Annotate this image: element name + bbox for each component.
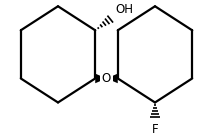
Text: OH: OH (115, 3, 133, 16)
Text: O: O (102, 72, 111, 85)
Polygon shape (95, 74, 106, 83)
Polygon shape (106, 74, 118, 83)
Text: F: F (152, 123, 158, 136)
